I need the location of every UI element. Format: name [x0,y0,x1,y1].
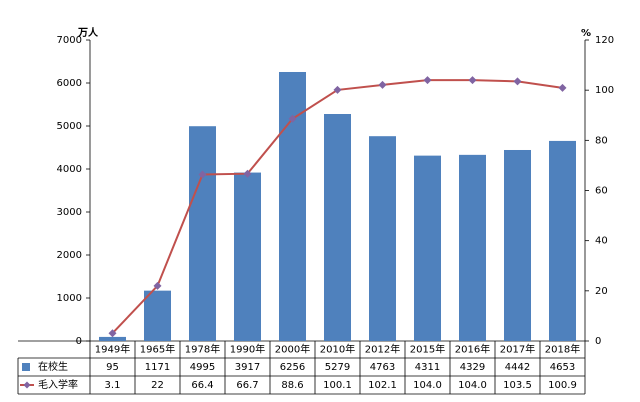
y-axis-label: 万人 [77,26,99,39]
table-value: 4763 [370,362,395,373]
x-tick-label: 2016年 [455,343,490,356]
bar [99,336,126,341]
legend-swatch [22,363,30,371]
table-value: 6256 [280,362,305,373]
table-value: 100.9 [548,380,577,391]
y-tick-label: 7000 [57,35,82,46]
x-tick-label: 1965年 [140,343,175,356]
table-value: 95 [106,362,119,373]
bar [459,154,486,341]
bar [234,172,261,341]
bar [414,155,441,341]
x-tick-label: 1990年 [230,343,265,356]
table-value: 3.1 [105,380,121,391]
y-tick-label: 1000 [57,293,82,304]
y2-tick-label: 60 [595,186,608,197]
x-tick-label: 1978年 [185,343,220,356]
legend-swatch [23,381,31,389]
bar [144,290,171,341]
bar [189,126,216,341]
x-tick-label: 2000年 [275,343,310,356]
marker [513,77,522,86]
table-value: 66.7 [236,380,258,391]
marker [558,83,567,92]
marker [198,170,207,179]
y2-tick-label: 40 [595,236,608,247]
table-value: 1171 [145,362,170,373]
y-tick-label: 0 [76,336,82,347]
x-tick-label: 2010年 [320,343,355,356]
x-tick-label: 2012年 [365,343,400,356]
marker [468,76,477,85]
y-tick-label: 6000 [57,78,82,89]
bar [504,149,531,341]
legend-label: 在校生 [38,360,68,373]
bar [369,136,396,341]
table-value: 5279 [325,362,350,373]
y-tick-label: 2000 [57,250,82,261]
table-value: 4311 [415,362,440,373]
table-value: 66.4 [191,380,213,391]
x-tick-label: 2018年 [545,343,580,356]
marker [243,169,252,178]
x-tick-label: 2017年 [500,343,535,356]
y2-tick-label: 80 [595,135,608,146]
x-tick-label: 2015年 [410,343,445,356]
y2-tick-label: 100 [595,85,614,96]
y-tick-label: 5000 [57,121,82,132]
bar [549,140,576,341]
y-tick-label: 3000 [57,207,82,218]
marker [423,76,432,85]
y2-axis-label: % [581,28,591,39]
table-value: 104.0 [413,380,442,391]
table-value: 100.1 [323,380,352,391]
table-value: 88.6 [281,380,303,391]
y-tick-label: 4000 [57,164,82,175]
bar [324,114,351,342]
marker [378,80,387,89]
table-value: 104.0 [458,380,487,391]
y2-tick-label: 20 [595,286,608,297]
marker [288,114,297,123]
table-value: 4329 [460,362,485,373]
y2-tick-label: 120 [595,35,614,46]
table-value: 3917 [235,362,260,373]
table-value: 4995 [190,362,215,373]
y2-tick-label: 0 [595,336,601,347]
legend-label: 毛入学率 [38,378,78,391]
marker [333,85,342,94]
table-value: 103.5 [503,380,532,391]
marker [108,329,117,338]
table-value: 22 [151,380,164,391]
marker [153,281,162,290]
table-value: 4442 [505,362,530,373]
table-value: 4653 [550,362,575,373]
table-value: 102.1 [368,380,397,391]
x-tick-label: 1949年 [95,343,130,356]
